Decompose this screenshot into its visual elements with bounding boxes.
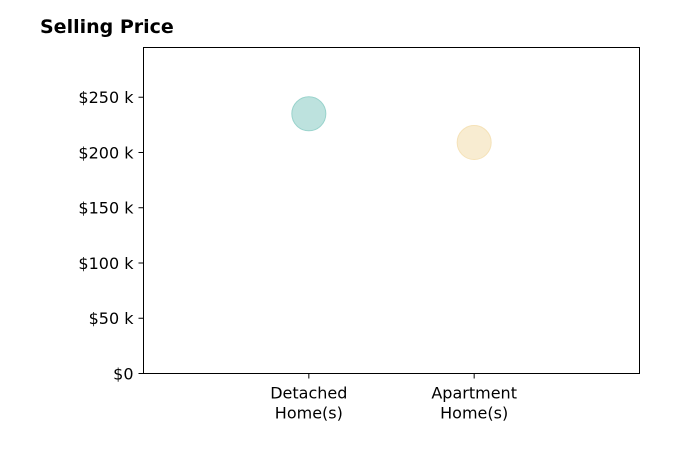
data-point [291, 96, 327, 132]
y-tick-label: $50 k [89, 309, 135, 328]
y-tick-label: $200 k [78, 143, 134, 162]
y-tick-label: $0 [113, 365, 133, 384]
y-axis-ticks: $0 $50 k $100 k $150 k $200 k $250 k [78, 88, 144, 384]
chart-title: Selling Price [40, 16, 174, 38]
data-point [456, 125, 492, 161]
x-tick-label: Apartment [431, 384, 517, 403]
x-tick-label: Home(s) [275, 404, 343, 423]
x-tick-label: Detached [270, 384, 347, 403]
x-tick-label: Home(s) [440, 404, 508, 423]
y-tick-label: $150 k [78, 199, 134, 218]
data-points [291, 96, 492, 161]
plot-frame [143, 47, 640, 374]
y-tick-label: $250 k [78, 88, 134, 107]
y-tick-label: $100 k [78, 254, 134, 273]
